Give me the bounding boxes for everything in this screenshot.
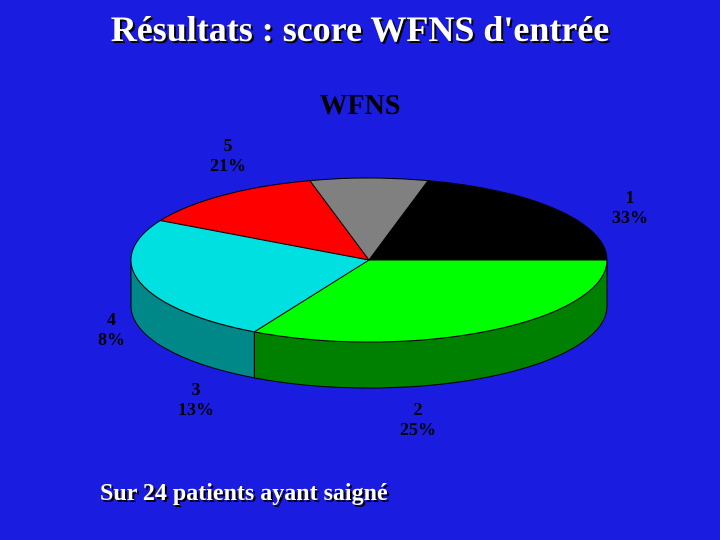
slice-label-pct: 21% [210,156,246,176]
slice-label-pct: 25% [400,420,436,440]
pie-chart [0,0,720,540]
slice-label-1: 133% [612,188,648,228]
slice-label-id: 5 [210,136,246,156]
slice-label-2: 225% [400,400,436,440]
slice-label-4: 48% [98,310,125,350]
slice-label-id: 1 [612,188,648,208]
slice-label-pct: 13% [178,400,214,420]
slice-label-id: 4 [98,310,125,330]
slice-label-pct: 33% [612,208,648,228]
slide: Résultats : score WFNS d'entrée WFNS Sur… [0,0,720,540]
slice-label-pct: 8% [98,330,125,350]
slice-label-5: 521% [210,136,246,176]
slice-label-id: 3 [178,380,214,400]
slice-label-id: 2 [400,400,436,420]
slice-label-3: 313% [178,380,214,420]
caption: Sur 24 patients ayant saigné [100,480,388,507]
